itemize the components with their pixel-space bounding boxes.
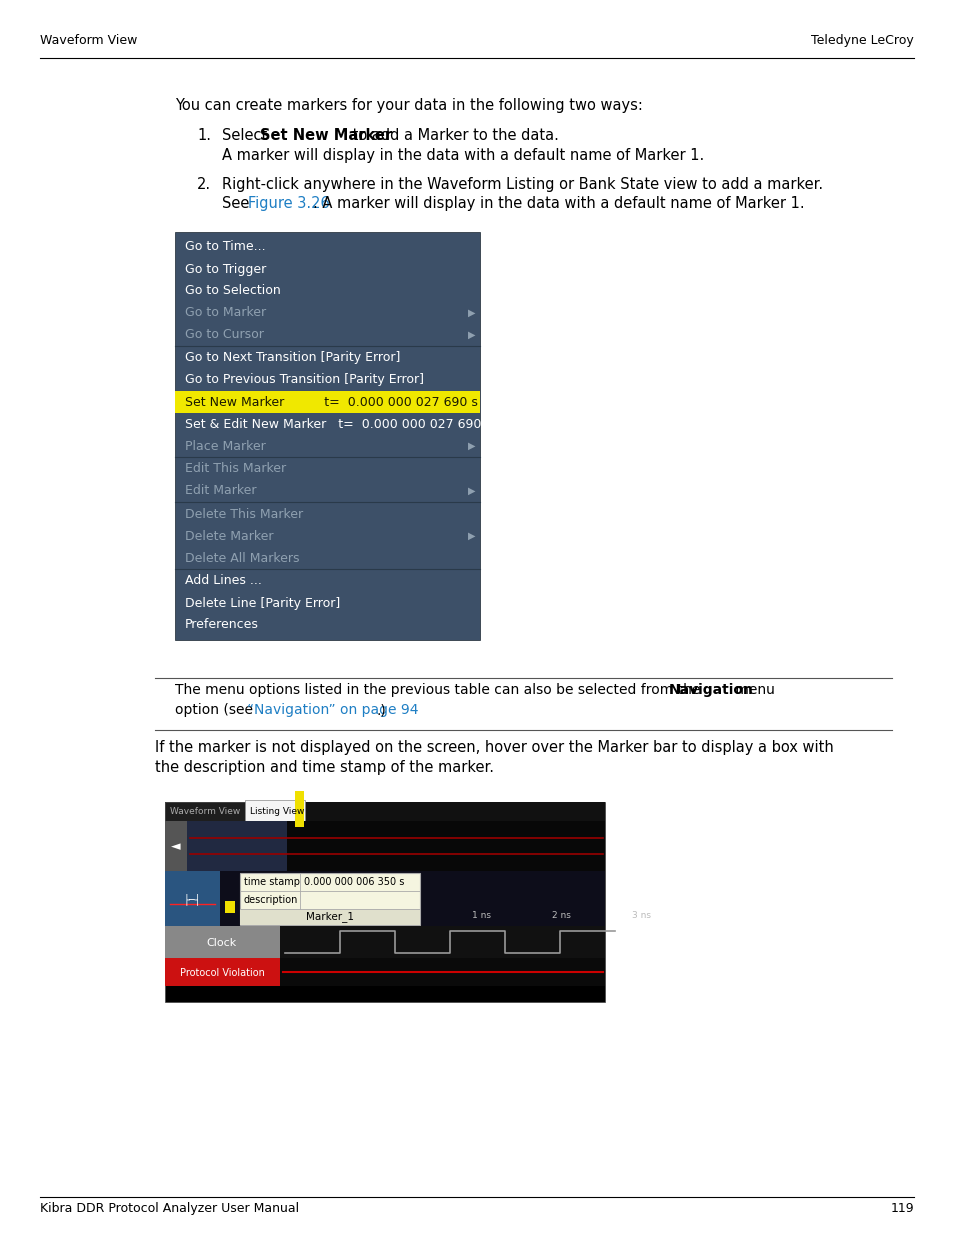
Bar bbox=[165, 958, 280, 986]
Text: 0.000 000 006 350 s: 0.000 000 006 350 s bbox=[304, 877, 404, 887]
Text: “Navigation” on page 94: “Navigation” on page 94 bbox=[247, 703, 418, 718]
Bar bbox=[245, 800, 305, 821]
Text: Listing View: Listing View bbox=[250, 808, 304, 816]
Text: description: description bbox=[244, 895, 298, 905]
Text: ▶: ▶ bbox=[468, 487, 476, 496]
Text: Delete This Marker: Delete This Marker bbox=[185, 508, 303, 520]
Bar bbox=[174, 232, 479, 640]
Text: 1 ns: 1 ns bbox=[472, 911, 491, 920]
Text: .): .) bbox=[376, 703, 386, 718]
Text: You can create markers for your data in the following two ways:: You can create markers for your data in … bbox=[174, 98, 642, 112]
Text: Waveform View: Waveform View bbox=[40, 35, 137, 47]
Bar bbox=[240, 873, 419, 925]
Text: Delete Line [Parity Error]: Delete Line [Parity Error] bbox=[185, 597, 340, 610]
Text: Edit Marker: Edit Marker bbox=[185, 484, 256, 498]
Text: Teledyne LeCroy: Teledyne LeCroy bbox=[810, 35, 913, 47]
Text: 2 ns: 2 ns bbox=[552, 911, 570, 920]
Text: Preferences: Preferences bbox=[185, 619, 258, 631]
Text: See: See bbox=[222, 196, 253, 211]
Bar bbox=[187, 821, 287, 871]
Text: Set New Marker: Set New Marker bbox=[260, 128, 392, 143]
Text: . A marker will display in the data with a default name of Marker 1.: . A marker will display in the data with… bbox=[313, 196, 803, 211]
Text: A marker will display in the data with a default name of Marker 1.: A marker will display in the data with a… bbox=[222, 148, 703, 163]
Text: Navigation: Navigation bbox=[668, 683, 753, 697]
Text: Kibra DDR Protocol Analyzer User Manual: Kibra DDR Protocol Analyzer User Manual bbox=[40, 1202, 299, 1215]
Text: Go to Time...: Go to Time... bbox=[185, 241, 265, 253]
Text: Add Lines ...: Add Lines ... bbox=[185, 574, 262, 588]
Text: Place Marker: Place Marker bbox=[185, 440, 266, 452]
Text: 3 ns: 3 ns bbox=[631, 911, 650, 920]
Bar bbox=[165, 802, 604, 821]
Text: Go to Marker: Go to Marker bbox=[185, 306, 266, 320]
Text: Waveform View: Waveform View bbox=[170, 808, 240, 816]
Text: Set New Marker          t=  0.000 000 027 690 s: Set New Marker t= 0.000 000 027 690 s bbox=[185, 395, 477, 409]
Bar bbox=[165, 926, 280, 958]
Bar bbox=[225, 900, 234, 913]
Text: ▶: ▶ bbox=[468, 330, 476, 340]
Text: ▶: ▶ bbox=[468, 531, 476, 541]
Text: ├─┤: ├─┤ bbox=[183, 894, 200, 905]
Text: 1.: 1. bbox=[196, 128, 211, 143]
Text: Delete Marker: Delete Marker bbox=[185, 530, 274, 542]
Text: 119: 119 bbox=[889, 1202, 913, 1215]
Text: Go to Selection: Go to Selection bbox=[185, 284, 280, 298]
Bar bbox=[294, 790, 304, 827]
Text: Select: Select bbox=[222, 128, 272, 143]
Text: Go to Cursor: Go to Cursor bbox=[185, 329, 264, 342]
Text: ▶: ▶ bbox=[468, 308, 476, 317]
Text: 2.: 2. bbox=[196, 177, 211, 191]
Bar bbox=[165, 821, 187, 871]
Text: Go to Next Transition [Parity Error]: Go to Next Transition [Parity Error] bbox=[185, 352, 400, 364]
Text: Delete All Markers: Delete All Markers bbox=[185, 552, 299, 564]
Text: Edit This Marker: Edit This Marker bbox=[185, 462, 286, 475]
Text: Clock: Clock bbox=[207, 937, 237, 947]
Text: Set & Edit New Marker   t=  0.000 000 027 690 s: Set & Edit New Marker t= 0.000 000 027 6… bbox=[185, 417, 492, 431]
Bar bbox=[174, 391, 479, 412]
Bar bbox=[165, 926, 604, 958]
Bar bbox=[165, 958, 604, 986]
Bar bbox=[240, 909, 419, 925]
Text: to add a Marker to the data.: to add a Marker to the data. bbox=[348, 128, 558, 143]
Text: Protocol Violation: Protocol Violation bbox=[179, 967, 264, 977]
Bar bbox=[165, 802, 604, 1002]
Text: menu: menu bbox=[730, 683, 774, 697]
Text: If the marker is not displayed on the screen, hover over the Marker bar to displ: If the marker is not displayed on the sc… bbox=[154, 740, 833, 755]
Text: Go to Previous Transition [Parity Error]: Go to Previous Transition [Parity Error] bbox=[185, 373, 423, 387]
Bar bbox=[165, 802, 245, 821]
Text: Right-click anywhere in the Waveform Listing or Bank State view to add a marker.: Right-click anywhere in the Waveform Lis… bbox=[222, 177, 822, 191]
Text: time stamp: time stamp bbox=[244, 877, 299, 887]
Bar bbox=[165, 821, 604, 871]
Text: Figure 3.26: Figure 3.26 bbox=[248, 196, 330, 211]
Text: option (see: option (see bbox=[174, 703, 257, 718]
Bar bbox=[165, 871, 220, 926]
Text: ◄: ◄ bbox=[171, 840, 181, 853]
Bar bbox=[165, 871, 604, 926]
Text: Marker_1: Marker_1 bbox=[306, 911, 354, 923]
Text: Go to Trigger: Go to Trigger bbox=[185, 263, 266, 275]
Text: The menu options listed in the previous table can also be selected from the: The menu options listed in the previous … bbox=[174, 683, 704, 697]
Text: the description and time stamp of the marker.: the description and time stamp of the ma… bbox=[154, 760, 494, 776]
Text: ▶: ▶ bbox=[468, 441, 476, 451]
